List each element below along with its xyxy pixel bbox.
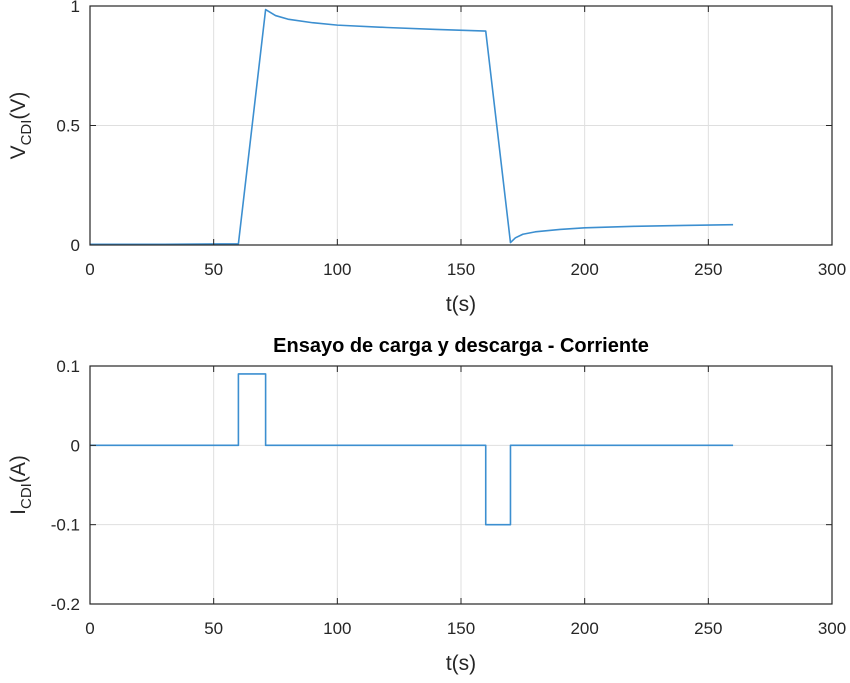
series-line-1	[90, 8, 734, 246]
x-tick-label: 100	[323, 619, 351, 638]
y-tick-label: -0.2	[51, 595, 80, 614]
y-tick-label: 0	[71, 236, 80, 255]
y-tick-label: 0.5	[56, 117, 80, 136]
y-axis-label-subscript: CDI	[18, 120, 35, 146]
y-axis-label: ICDI(A)	[7, 455, 35, 515]
x-tick-label: 50	[204, 619, 223, 638]
x-tick-label: 200	[570, 260, 598, 279]
x-tick-label: 250	[694, 619, 722, 638]
x-axis-label: t(s)	[446, 293, 476, 316]
chart-2: 0 50 100 150 200 250 300 -0.2 -0.1 0 0.1 t(s) ICDI(A…	[7, 335, 846, 675]
y-tick-label: -0.1	[51, 516, 80, 535]
y-axis-label-unit: (V)	[7, 92, 30, 120]
y-axis-label: VCDI(V)	[7, 92, 35, 160]
y-axis-label-unit: (A)	[7, 455, 30, 483]
x-tick-label: 0	[85, 619, 94, 638]
y-axis-label-subscript: CDI	[18, 483, 35, 509]
x-tick-label: 50	[204, 260, 223, 279]
y-axis-label-main: V	[7, 145, 30, 159]
x-tick-label: 100	[323, 260, 351, 279]
x-tick-label: 150	[447, 260, 475, 279]
x-tick-label: 0	[85, 260, 94, 279]
x-tick-label: 250	[694, 260, 722, 279]
y-axis-label-main: I	[7, 509, 30, 515]
y-tick-label: 0.1	[56, 357, 80, 376]
x-axis-label: t(s)	[446, 652, 476, 675]
x-tick-label: 300	[818, 260, 846, 279]
x-tick-label: 300	[818, 619, 846, 638]
y-tick-label: 0	[71, 436, 80, 455]
series-line-1	[90, 373, 734, 526]
x-tick-label: 200	[570, 619, 598, 638]
y-tick-label: 1	[71, 0, 80, 16]
chart-1: 0 50 100 150 200 250 300 0 0.5 1 t(s) VCDI(V)	[7, 0, 846, 316]
chart-title: Ensayo de carga y descarga - Corriente	[273, 335, 649, 357]
x-tick-label: 150	[447, 619, 475, 638]
